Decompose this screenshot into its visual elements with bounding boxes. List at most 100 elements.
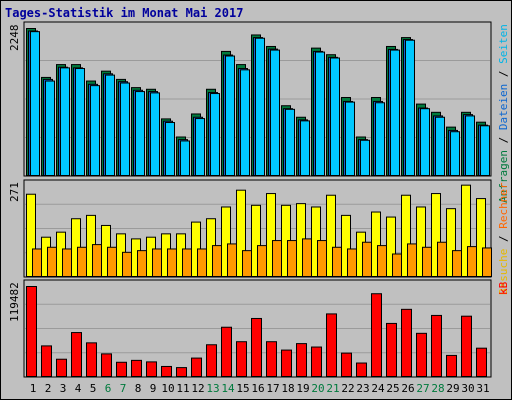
bar-besuche-day-25 <box>386 216 396 277</box>
bar-rechner-day-28 <box>437 241 447 277</box>
panel-1-legend-label: Anfragen / Dateien / Seiten <box>497 24 510 203</box>
bar-rechner-day-2 <box>47 246 57 277</box>
bar-kb-day-1 <box>26 286 37 377</box>
x-tick-label-day-28: 28 <box>431 382 445 395</box>
bar-seiten-day-25 <box>390 49 400 176</box>
x-tick-label-day-20: 20 <box>311 382 325 395</box>
legend-part: Dateien <box>497 83 510 130</box>
x-tick-label-day-4: 4 <box>74 382 82 395</box>
bar-rechner-day-16 <box>257 245 267 277</box>
panel-2 <box>23 179 492 278</box>
bar-rechner-day-13 <box>212 245 222 277</box>
bar-rechner-day-17 <box>272 240 282 277</box>
bar-seiten-day-28 <box>435 116 445 176</box>
bar-kb-day-19 <box>296 343 307 378</box>
bar-kb-day-7 <box>116 361 127 377</box>
bar-seiten-day-9 <box>150 92 160 176</box>
bar-besuche-day-26 <box>401 194 411 277</box>
x-tick-label-day-7: 7 <box>119 382 127 395</box>
bar-rechner-day-11 <box>182 248 192 277</box>
x-tick-label-day-2: 2 <box>44 382 52 395</box>
bar-kb-day-24 <box>371 293 382 377</box>
x-tick-label-day-24: 24 <box>371 382 385 395</box>
bar-seiten-day-6 <box>105 74 115 176</box>
bar-kb-day-15 <box>236 341 247 378</box>
bar-kb-day-21 <box>326 313 337 377</box>
bar-seiten-day-12 <box>195 118 205 176</box>
bar-seiten-day-22 <box>345 101 355 176</box>
bar-seiten-day-14 <box>225 55 235 177</box>
x-tick-label-day-11: 11 <box>176 382 190 395</box>
x-tick-label-day-17: 17 <box>266 382 280 395</box>
bar-seiten-day-20 <box>315 51 325 176</box>
x-tick-label-day-5: 5 <box>89 382 97 395</box>
bar-rechner-day-8 <box>137 250 147 278</box>
bar-rechner-day-10 <box>167 248 177 277</box>
bar-besuche-day-16 <box>251 204 261 277</box>
x-tick-label-day-9: 9 <box>149 382 157 395</box>
bar-rechner-day-7 <box>122 251 132 277</box>
x-tick-label-day-3: 3 <box>59 382 67 395</box>
panel-3 <box>23 279 492 378</box>
panel-3-ymax-label: 119482 <box>8 282 21 322</box>
bar-besuche-day-21 <box>326 194 336 277</box>
bar-besuche-day-27 <box>416 206 426 277</box>
bar-kb-day-20 <box>311 346 322 377</box>
panel-1 <box>23 21 492 177</box>
bar-kb-day-27 <box>416 332 427 378</box>
x-tick-label-day-23: 23 <box>356 382 370 395</box>
bar-seiten-day-7 <box>120 82 130 176</box>
bar-besuche-day-15 <box>236 189 246 277</box>
bar-rechner-day-25 <box>392 253 402 277</box>
bar-kb-day-10 <box>161 365 172 377</box>
bar-kb-day-5 <box>86 342 97 378</box>
bar-seiten-day-16 <box>255 37 265 176</box>
bar-kb-day-6 <box>101 353 112 377</box>
x-tick-label-day-13: 13 <box>206 382 220 395</box>
bar-kb-day-13 <box>206 344 217 378</box>
bar-rechner-day-21 <box>332 246 342 277</box>
bar-rechner-day-9 <box>152 248 162 277</box>
bar-kb-day-9 <box>146 361 157 378</box>
bar-rechner-day-1 <box>32 248 42 277</box>
bar-besuche-day-24 <box>371 211 381 277</box>
bar-rechner-day-14 <box>227 243 237 278</box>
bar-seiten-day-10 <box>165 122 175 176</box>
bar-rechner-day-12 <box>197 248 207 277</box>
bar-rechner-day-26 <box>407 243 417 278</box>
bar-seiten-day-19 <box>300 120 310 176</box>
bar-seiten-day-18 <box>285 108 295 176</box>
bar-kb-day-4 <box>71 332 82 377</box>
bar-rechner-day-24 <box>377 245 387 277</box>
bar-seiten-day-27 <box>420 108 430 176</box>
bar-besuche-day-22 <box>341 214 351 278</box>
bar-seiten-day-8 <box>135 91 145 176</box>
bar-rechner-day-6 <box>107 246 117 277</box>
bar-rechner-day-20 <box>317 240 327 277</box>
x-tick-label-day-14: 14 <box>221 382 235 395</box>
bar-besuche-day-28 <box>431 193 441 278</box>
x-tick-label-day-29: 29 <box>446 382 460 395</box>
x-tick-label-day-15: 15 <box>236 382 250 395</box>
bar-besuche-day-1 <box>26 193 36 278</box>
x-tick-label-day-10: 10 <box>161 382 175 395</box>
bar-kb-day-26 <box>401 308 412 378</box>
x-tick-label-day-27: 27 <box>416 382 430 395</box>
panel-3-legend-label: kB <box>497 282 510 295</box>
legend-part: / <box>497 228 510 249</box>
x-tick-label-day-19: 19 <box>296 382 310 395</box>
bar-seiten-day-29 <box>450 131 460 177</box>
bar-kb-day-23 <box>356 362 367 378</box>
x-tick-label-day-31: 31 <box>476 382 490 395</box>
bar-rechner-day-15 <box>242 250 252 278</box>
bar-rechner-day-27 <box>422 246 432 277</box>
x-tick-label-day-8: 8 <box>134 382 142 395</box>
bar-kb-day-8 <box>131 359 142 377</box>
x-tick-label-day-6: 6 <box>104 382 112 395</box>
bar-rechner-day-22 <box>347 248 357 277</box>
legend-part: Rechner <box>497 182 510 229</box>
x-tick-label-day-30: 30 <box>461 382 475 395</box>
legend-part: / <box>497 63 510 84</box>
legend-part: Seiten <box>497 24 510 64</box>
